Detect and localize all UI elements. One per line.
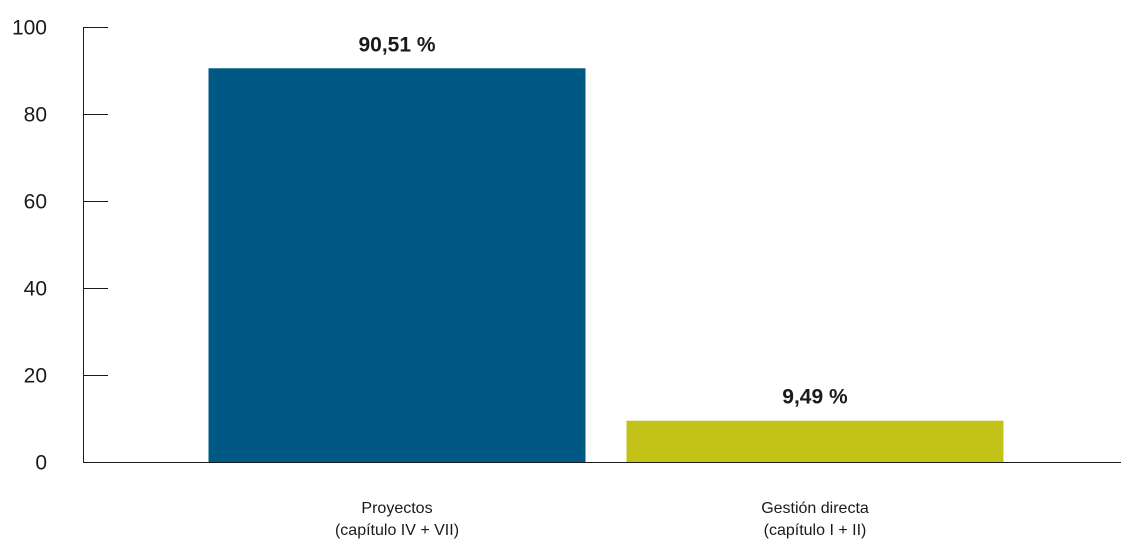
y-tick-label: 100 bbox=[12, 17, 47, 40]
data-labels: 90,51 % 9,49 % bbox=[358, 33, 848, 408]
category-label: (capítulo IV + VII) bbox=[335, 522, 459, 539]
bar bbox=[626, 420, 1004, 462]
bar-value-label: 90,51 % bbox=[358, 33, 435, 56]
category-labels: Proyectos (capítulo IV + VII) Gestión dire… bbox=[335, 500, 869, 539]
category-label: (capítulo I + II) bbox=[764, 522, 867, 539]
y-axis: 0 20 40 60 80 100 bbox=[12, 17, 108, 475]
bars bbox=[208, 68, 1004, 463]
y-tick-label: 60 bbox=[24, 191, 47, 214]
y-tick-label: 40 bbox=[24, 278, 47, 301]
y-tick-label: 20 bbox=[24, 365, 47, 388]
y-tick-label: 0 bbox=[35, 452, 47, 475]
category-label: Gestión directa bbox=[761, 500, 869, 517]
bar-value-label: 9,49 % bbox=[782, 386, 848, 409]
category-label: Proyectos bbox=[361, 500, 432, 517]
y-tick-label: 80 bbox=[24, 104, 47, 127]
bar bbox=[208, 68, 586, 463]
